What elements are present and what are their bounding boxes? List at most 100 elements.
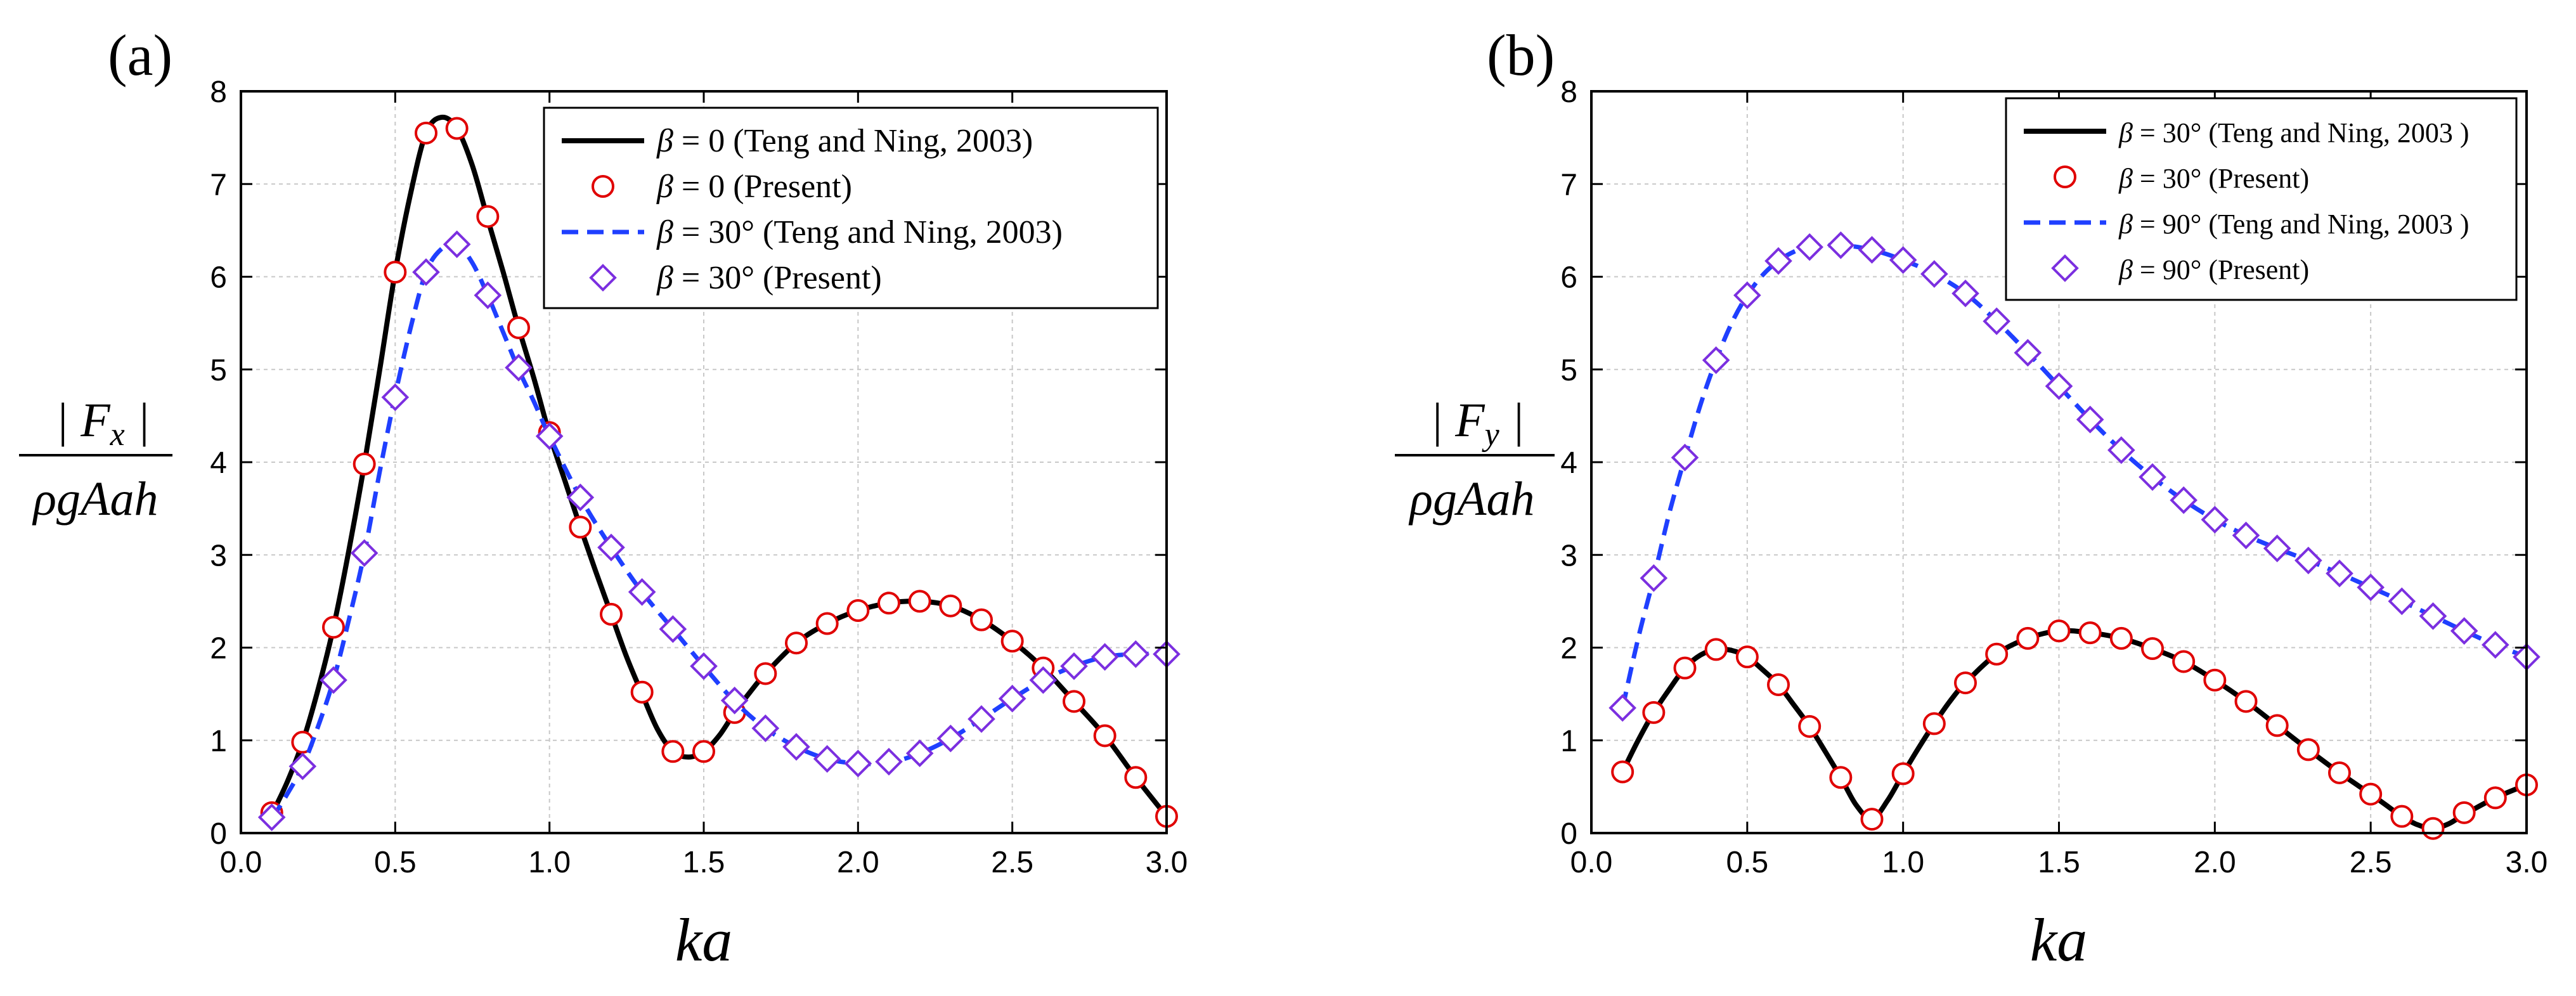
data-point-a-1 xyxy=(1000,630,1024,653)
data-point-b-3 xyxy=(2201,505,2229,534)
data-point-b-3 xyxy=(1608,694,1636,722)
data-point-b-1 xyxy=(2421,817,2445,840)
data-point-b-3 xyxy=(2139,463,2166,491)
y-tick-label: 4 xyxy=(210,446,227,480)
legend-symbol: β xyxy=(2118,209,2133,240)
legend-box-a xyxy=(543,107,1159,309)
data-point-a-1 xyxy=(785,631,808,655)
data-point-a-3 xyxy=(936,724,965,753)
data-point-a-1 xyxy=(415,121,437,145)
legend-a: β = 0 (Teng and Ning, 2003) β = 0 (Presen… xyxy=(543,107,1159,309)
data-point-b-1 xyxy=(2328,761,2351,784)
y-tick-label: 5 xyxy=(1560,354,1577,387)
data-point-b-1 xyxy=(1860,808,1884,831)
data-point-b-3 xyxy=(1920,260,1948,288)
y-tick-label: 1 xyxy=(1560,725,1577,758)
y-axis-title-a: | Fx | ρgAah xyxy=(19,394,172,526)
data-point-b-1 xyxy=(2047,619,2071,643)
data-point-b-3 xyxy=(2419,602,2447,630)
data-point-b-1 xyxy=(2078,621,2102,645)
data-point-b-1 xyxy=(2141,637,2164,660)
y-tick-label: 2 xyxy=(210,632,227,666)
data-point-b-3 xyxy=(2388,587,2416,616)
data-point-b-3 xyxy=(2450,617,2478,645)
legend-label-a-3: β = 30° (Present) xyxy=(656,260,882,296)
data-point-b-3 xyxy=(2263,534,2291,562)
legend-label-a-1: β = 0 (Present) xyxy=(656,169,852,205)
y-axis-title-b: | Fy | ρgAah xyxy=(1395,394,1555,526)
legend-swatch-b-3 xyxy=(2051,254,2079,282)
data-point-b-1 xyxy=(2265,714,2289,737)
legend-label-b-3: β = 90° (Present) xyxy=(2118,254,2309,285)
data-point-a-3 xyxy=(412,258,440,287)
data-point-b-3 xyxy=(2357,573,2385,602)
y-tick-label: 7 xyxy=(1560,168,1577,202)
data-point-a-1 xyxy=(939,594,962,618)
data-point-b-1 xyxy=(2483,786,2507,810)
data-point-a-3 xyxy=(1029,666,1058,694)
legend-symbol: β xyxy=(656,169,673,205)
data-point-a-3 xyxy=(535,422,564,450)
y-axis-title-numerator-b: | Fy | xyxy=(1430,394,1524,453)
legend-text: = 90° (Present) xyxy=(2133,254,2309,285)
legend-symbol: β xyxy=(2118,163,2133,194)
x-tick-label: 3.0 xyxy=(1146,846,1188,879)
data-point-a-1 xyxy=(445,117,469,140)
x-tick-label: 0.0 xyxy=(220,846,262,879)
data-point-a-1 xyxy=(384,261,407,284)
data-point-a-3 xyxy=(875,747,903,776)
data-point-b-1 xyxy=(2172,650,2196,673)
y-tick-label: 6 xyxy=(1560,261,1577,295)
data-point-b-1 xyxy=(2234,690,2258,713)
data-point-a-3 xyxy=(566,483,595,512)
legend-text: = 0 (Present) xyxy=(673,169,852,205)
data-point-b-3 xyxy=(1951,279,1979,307)
data-point-b-3 xyxy=(2107,436,2135,464)
data-point-a-1 xyxy=(970,608,993,631)
data-point-a-3 xyxy=(350,539,379,567)
data-point-a-3 xyxy=(690,652,718,680)
panel-b: (b) 0.0 0.5 1.0 1.5 2.0 2.5 3.0 0 1 2 3 4 5 6 7 8 | Fy … xyxy=(1395,23,2547,974)
data-point-b-3 xyxy=(2014,339,2042,367)
panel-label-a: (a) xyxy=(108,23,172,87)
data-point-b-1 xyxy=(1611,760,1634,784)
x-axis-title-a: ka xyxy=(675,906,733,974)
legend-symbol: β xyxy=(656,214,673,250)
data-point-b-1 xyxy=(1922,712,1946,735)
x-tick-label: 1.0 xyxy=(528,846,571,879)
legend-text: = 30° (Present) xyxy=(2133,163,2309,194)
data-point-b-1 xyxy=(1767,673,1790,696)
y-tick-label: 1 xyxy=(210,725,227,758)
panel-a: (a) 0.0 0.5 1.0 1.5 2.0 2.5 3.0 0 1 2 3 4 5 6 7 8 | Fx … xyxy=(19,23,1188,974)
legend-label-a-0: β = 0 (Teng and Ning, 2003) xyxy=(656,123,1033,159)
legend-label-b-0: β = 30° (Teng and Ning, 2003 ) xyxy=(2118,117,2469,148)
data-point-a-3 xyxy=(905,739,934,768)
data-point-b-3 xyxy=(1796,233,1823,261)
data-point-b-1 xyxy=(1954,671,1977,695)
data-point-a-3 xyxy=(968,705,995,733)
data-point-a-3 xyxy=(597,533,625,562)
data-point-b-3 xyxy=(2482,631,2509,659)
legend-swatch-a-3 xyxy=(589,264,617,292)
data-point-b-3 xyxy=(1983,307,2010,335)
data-point-a-1 xyxy=(754,662,777,685)
legend-symbol: β xyxy=(2118,254,2133,285)
x-tick-label: 0.5 xyxy=(1726,846,1768,879)
y-tick-label: 8 xyxy=(1560,75,1577,109)
data-point-a-3 xyxy=(720,687,749,715)
data-point-b-1 xyxy=(2452,801,2476,824)
legend-text: = 90° (Teng and Ning, 2003 ) xyxy=(2133,209,2469,240)
x-tick-label: 3.0 xyxy=(2506,846,2548,879)
y-tick-label: 5 xyxy=(210,354,227,387)
data-point-b-3 xyxy=(2170,486,2197,514)
x-tick-label: 2.0 xyxy=(2194,846,2236,879)
series-group-b xyxy=(1608,231,2540,840)
legend-symbol: β xyxy=(656,260,673,296)
y-axis-title-denominator-b: ρgAah xyxy=(1409,472,1535,526)
data-point-a-3 xyxy=(844,749,872,778)
data-point-a-3 xyxy=(381,383,410,411)
data-point-b-3 xyxy=(1889,246,1917,275)
y-tick-label: 0 xyxy=(1560,817,1577,851)
data-point-a-3 xyxy=(320,666,347,694)
data-point-b-3 xyxy=(1764,247,1792,275)
